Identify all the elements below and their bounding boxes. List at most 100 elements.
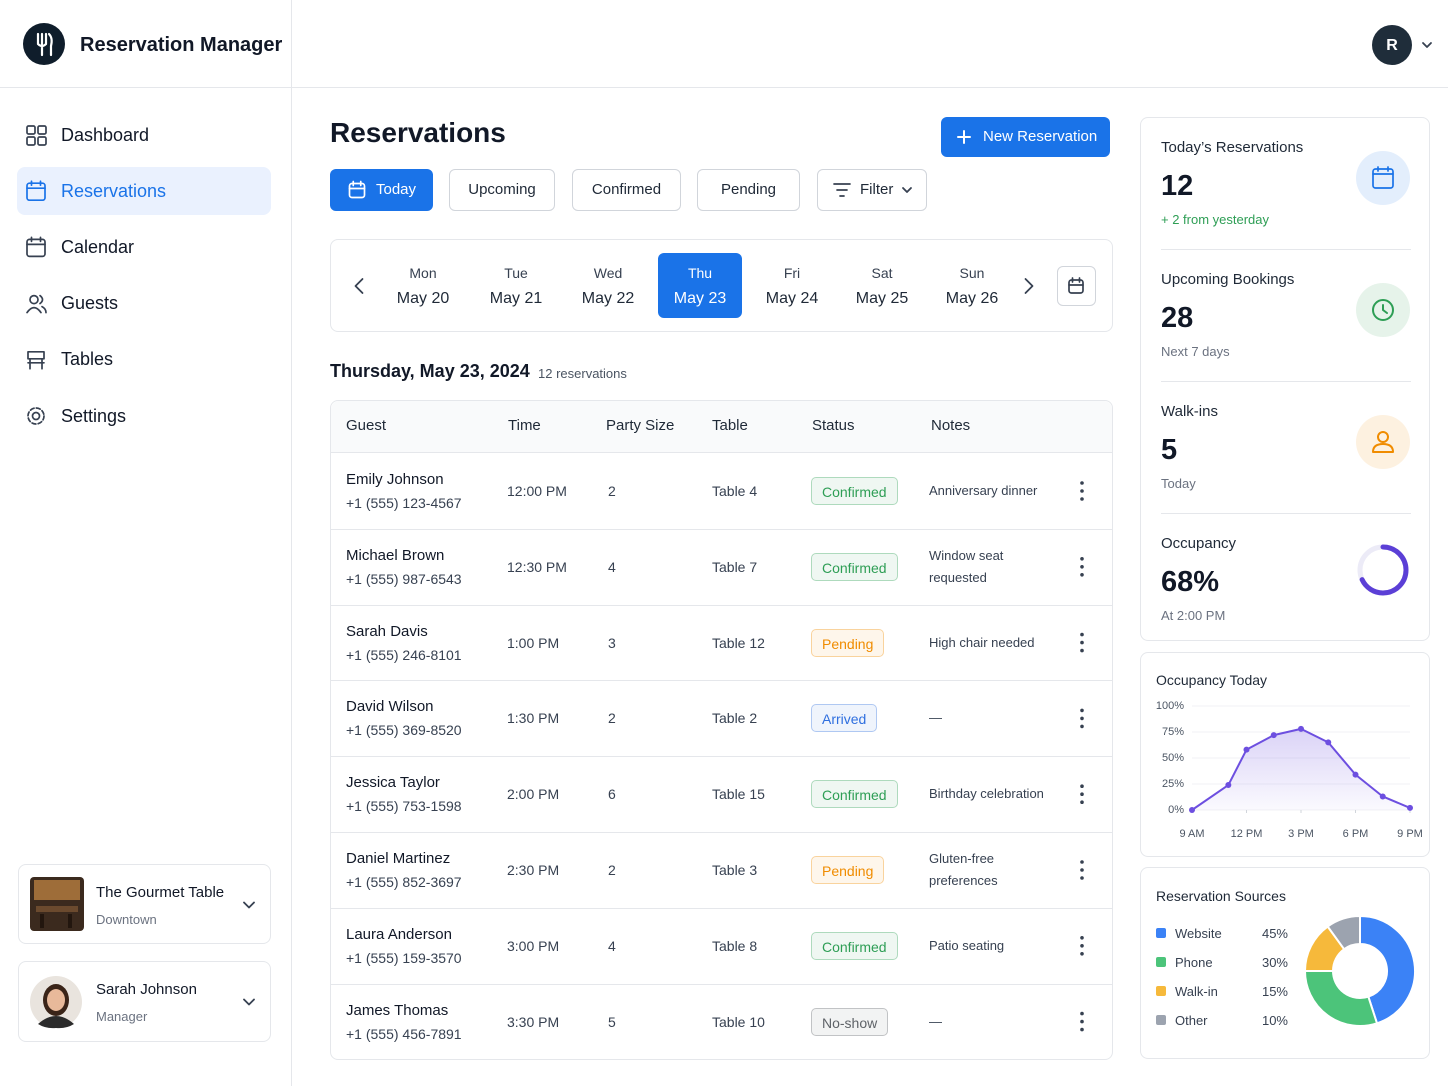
notes-cell: Gluten-free preferences: [929, 851, 998, 888]
stat-value: 68%: [1161, 566, 1220, 598]
row-menu[interactable]: [1072, 1008, 1092, 1036]
row-menu[interactable]: [1072, 856, 1092, 884]
status-badge: Confirmed: [811, 477, 898, 505]
tab[interactable]: [330, 169, 433, 211]
tab-label: Confirmed: [591, 181, 662, 198]
party-cell: 6: [608, 786, 616, 803]
row-menu[interactable]: [1072, 932, 1092, 960]
sidebar-divider: [291, 0, 292, 1086]
row-menu[interactable]: [1072, 477, 1092, 505]
nav-item[interactable]: Tables: [61, 349, 114, 370]
time-cell: 2:00 PM: [507, 786, 560, 803]
date-date: May 26: [945, 289, 999, 307]
nav-item[interactable]: Guests: [61, 293, 119, 314]
nav-item[interactable]: Reservations: [61, 180, 167, 201]
date-day: Sat: [871, 265, 893, 281]
table-cell: Table 10: [712, 1013, 765, 1030]
guest-phone: +1 (555) 246-8101: [346, 646, 462, 663]
column-header: Time: [508, 417, 541, 434]
date-cell[interactable]: [658, 253, 742, 318]
table-cell: Table 3: [712, 862, 758, 878]
tab[interactable]: [697, 169, 800, 211]
guest-name: Sarah Davis: [346, 622, 428, 640]
avatar-initial: R: [1386, 36, 1398, 54]
party-cell: 2: [608, 862, 616, 878]
filter-button[interactable]: [817, 169, 927, 211]
date-date: May 20: [396, 289, 450, 307]
stat-value: 5: [1161, 434, 1178, 466]
legend-label: Other: [1175, 1012, 1208, 1028]
table-cell: Table 7: [712, 558, 758, 575]
reservation-count: 12 reservations: [538, 365, 627, 381]
table-cell: Table 2: [712, 710, 758, 727]
restaurant-card[interactable]: [18, 864, 271, 944]
legend-label: Website: [1175, 925, 1222, 941]
nav-item[interactable]: Settings: [61, 405, 127, 426]
user-card[interactable]: [18, 961, 271, 1042]
guest-name: David Wilson: [346, 698, 434, 716]
legend-label: Walk-in: [1175, 983, 1218, 999]
guest-phone: +1 (555) 369-8520: [346, 722, 462, 739]
user-name: Sarah Johnson: [96, 981, 197, 998]
avatar[interactable]: [1372, 25, 1412, 65]
status-badge: Arrived: [811, 704, 878, 733]
nav-icon: [29, 294, 39, 305]
notes-cell: —: [929, 710, 942, 726]
status-badge: Confirmed: [811, 780, 898, 809]
status-badge: Pending: [811, 628, 885, 657]
tab[interactable]: [572, 169, 681, 211]
guest-name: Emily Johnson: [346, 471, 444, 488]
legend-value: 30%: [1261, 954, 1288, 970]
table-cell: Table 4: [712, 483, 758, 499]
time-cell: 2:30 PM: [507, 862, 560, 878]
stat-value: 12: [1161, 170, 1194, 202]
chart-title: Reservation Sources: [1156, 888, 1286, 904]
date-day: Thu: [687, 265, 713, 281]
row-divider: [331, 907, 1112, 909]
guest-name: Jessica Taylor: [346, 774, 440, 792]
row-divider: [331, 983, 1112, 985]
date-date: May 21: [489, 289, 543, 307]
date-day: Wed: [593, 265, 623, 281]
legend-value: 15%: [1261, 983, 1288, 999]
chart-card: [1140, 652, 1430, 857]
stat-value: 28: [1161, 302, 1194, 334]
row-divider: [331, 832, 1112, 833]
page-title: Reservations: [330, 117, 506, 148]
row-menu[interactable]: [1072, 553, 1092, 581]
guest-phone: +1 (555) 987-6543: [346, 570, 462, 587]
legend-value: 45%: [1261, 925, 1288, 941]
nav-item[interactable]: Dashboard: [61, 124, 150, 145]
row-menu[interactable]: [1072, 780, 1092, 808]
guest-name: Michael Brown: [346, 546, 445, 564]
nav-icon: [26, 294, 47, 314]
column-header: Guest: [346, 417, 387, 434]
date-date: May 25: [855, 289, 909, 307]
chevron-icon: [1422, 42, 1432, 48]
chart-card: [1140, 867, 1430, 1059]
column-header: Party Size: [606, 417, 675, 434]
tab[interactable]: [449, 169, 555, 211]
stat-sub: + 2 from yesterday: [1161, 211, 1270, 227]
legend-label: Phone: [1175, 954, 1213, 970]
row-menu[interactable]: [1072, 629, 1092, 657]
notes-cell: Window seat requested: [929, 547, 1004, 585]
nav-item[interactable]: Calendar: [61, 236, 135, 257]
table-cell: Table 12: [712, 634, 765, 651]
nav-icon: [26, 136, 36, 146]
guest-name: James Thomas: [346, 1001, 449, 1019]
row-divider: [331, 604, 1112, 606]
chart-title: Occupancy Today: [1156, 672, 1268, 688]
app-name: Reservation Manager: [80, 34, 283, 56]
column-header: Notes: [931, 417, 971, 434]
stat-label: Upcoming Bookings: [1161, 271, 1295, 288]
notes-cell: Anniversary dinner: [929, 483, 1038, 498]
nav-icon: [27, 350, 45, 370]
nav-icon: [31, 411, 41, 421]
stats-card: [1140, 117, 1430, 641]
row-menu[interactable]: [1072, 704, 1092, 732]
party-cell: 4: [608, 558, 616, 575]
calendar-button[interactable]: [1057, 266, 1096, 306]
date-date: May 22: [581, 289, 635, 307]
